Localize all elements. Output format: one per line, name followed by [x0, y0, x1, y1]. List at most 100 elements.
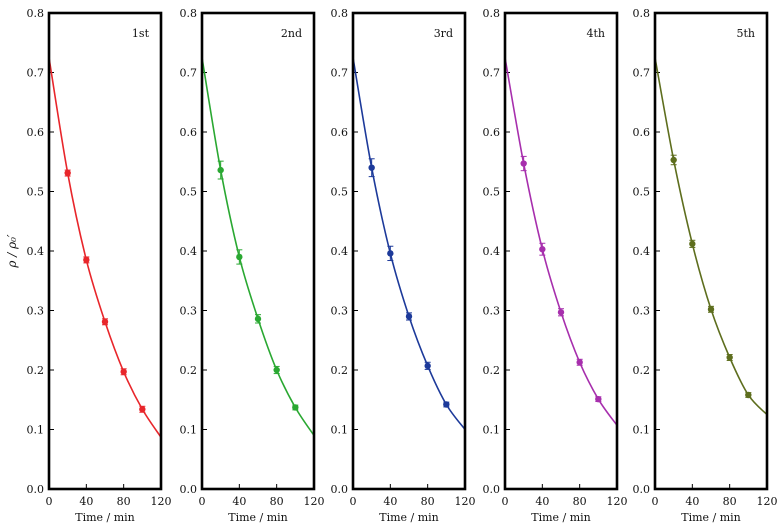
x-tick-label: 0 — [46, 495, 53, 508]
y-tick-label: 0.1 — [483, 424, 501, 437]
y-tick-label: 0.2 — [27, 364, 45, 377]
y-tick-label: 0.0 — [633, 483, 651, 496]
data-point — [557, 309, 565, 316]
chart-panel-5th: 0.0 0.1 0.2 0.3 0.4 0.5 0.6 0.7 0.8 0 40 80 120 Time … — [633, 7, 778, 524]
y-tick-label: 0.5 — [483, 186, 501, 199]
y-tick-label: 0.0 — [331, 483, 349, 496]
y-tick-label: 0.7 — [483, 67, 501, 80]
y-tick-label: 0.6 — [483, 126, 501, 139]
x-tick-label: 80 — [573, 495, 587, 508]
y-tick-label: 0.1 — [331, 424, 349, 437]
chart-panel-4th: 0.0 0.1 0.2 0.3 0.4 0.5 0.6 0.7 0.8 0 40 80 120 Time … — [483, 7, 628, 524]
y-tick-label: 0.3 — [483, 305, 501, 318]
y-tick-label: 0.6 — [27, 126, 45, 139]
y-tick-label: 0.0 — [180, 483, 198, 496]
data-point — [120, 368, 127, 375]
y-tick-label: 0.6 — [331, 126, 349, 139]
x-tick-label: 0 — [652, 495, 659, 508]
data-point — [539, 246, 546, 253]
plot-frame — [351, 11, 467, 491]
y-tick-label: 0.6 — [180, 126, 198, 139]
x-tick-label: 120 — [757, 495, 778, 508]
y-axis-title-text: ρ / ρ₀′ — [5, 234, 19, 269]
y-tick-label: 0.4 — [483, 245, 501, 258]
x-tick-label: 40 — [383, 495, 397, 508]
x-tick-label: 40 — [79, 495, 93, 508]
plot-frame — [47, 11, 163, 491]
x-tick-label: 120 — [455, 495, 476, 508]
y-tick-label: 0.8 — [180, 7, 198, 20]
data-point — [273, 366, 280, 374]
y-tick-label: 0.8 — [27, 7, 45, 20]
data-point — [595, 395, 602, 403]
y-tick-label: 0.5 — [180, 186, 198, 199]
y-tick-label: 0.4 — [633, 245, 651, 258]
y-tick-label: 0.0 — [27, 483, 45, 496]
y-tick-label: 0.3 — [633, 305, 651, 318]
plot-frame — [503, 11, 619, 491]
data-point — [236, 253, 243, 261]
y-tick-label: 0.7 — [180, 67, 198, 80]
plot-frame — [200, 11, 316, 491]
y-tick-label: 0.8 — [331, 7, 349, 20]
y-tick-label: 0.1 — [27, 424, 45, 437]
x-tick-label: 120 — [304, 495, 325, 508]
series-line — [48, 57, 162, 438]
data-point — [689, 240, 696, 248]
x-axis-title: Time / min — [681, 511, 741, 524]
y-tick-label: 0.8 — [483, 7, 501, 20]
y-tick-label: 0.8 — [633, 7, 651, 20]
x-tick-label: 0 — [199, 495, 206, 508]
panel-label: 2nd — [281, 27, 302, 40]
data-point — [443, 401, 450, 408]
data-point — [745, 391, 752, 399]
y-tick-label: 0.5 — [27, 186, 45, 199]
chart-panel-1st: 0.0 0.1 0.2 0.3 0.4 0.5 0.6 0.7 0.8 0 40 80 120 Time … — [27, 7, 172, 524]
x-tick-label: 40 — [535, 495, 549, 508]
y-tick-label: 0.2 — [180, 364, 198, 377]
x-tick-label: 80 — [723, 495, 737, 508]
x-axis-title: Time / min — [228, 511, 288, 524]
x-tick-label: 120 — [151, 495, 172, 508]
data-point — [576, 359, 583, 366]
series-line — [201, 57, 315, 436]
data-point — [405, 313, 413, 320]
x-tick-label: 80 — [270, 495, 284, 508]
y-tick-label: 0.5 — [331, 186, 349, 199]
y-tick-label: 0.7 — [633, 67, 651, 80]
y-tick-label: 0.6 — [633, 126, 651, 139]
chart-panel-3rd: 0.0 0.1 0.2 0.3 0.4 0.5 0.6 0.7 0.8 0 40 80 120 Time … — [331, 7, 476, 524]
y-tick-label: 0.7 — [27, 67, 45, 80]
y-tick-label: 0.3 — [331, 305, 349, 318]
panel-label: 4th — [586, 27, 605, 40]
y-tick-label: 0.3 — [27, 305, 45, 318]
data-point — [726, 354, 733, 361]
y-tick-label: 0.4 — [331, 245, 349, 258]
y-tick-label: 0.5 — [633, 186, 651, 199]
y-tick-label: 0.2 — [483, 364, 501, 377]
x-axis-title: Time / min — [75, 511, 135, 524]
x-tick-label: 80 — [117, 495, 131, 508]
data-point — [387, 250, 394, 257]
x-tick-label: 80 — [421, 495, 435, 508]
data-point — [101, 318, 109, 326]
x-axis-title: Time / min — [379, 511, 439, 524]
y-axis-title: ρ / ρ₀′ — [5, 234, 19, 269]
data-point — [670, 156, 677, 164]
x-axis-title: Time / min — [531, 511, 591, 524]
data-point — [139, 406, 146, 413]
y-tick-label: 0.4 — [180, 245, 198, 258]
panel-label: 1st — [132, 27, 150, 40]
y-tick-label: 0.0 — [483, 483, 501, 496]
data-point — [254, 315, 262, 323]
chart-panels: 0.0 0.1 0.2 0.3 0.4 0.5 0.6 0.7 0.8 0 40 80 120 Time … — [27, 7, 778, 524]
y-tick-label: 0.3 — [180, 305, 198, 318]
series-line — [352, 57, 466, 430]
data-point — [520, 160, 527, 167]
data-point — [64, 169, 71, 177]
panel-label: 3rd — [434, 27, 453, 40]
data-point — [217, 166, 224, 174]
x-tick-label: 120 — [607, 495, 628, 508]
y-tick-label: 0.7 — [331, 67, 349, 80]
